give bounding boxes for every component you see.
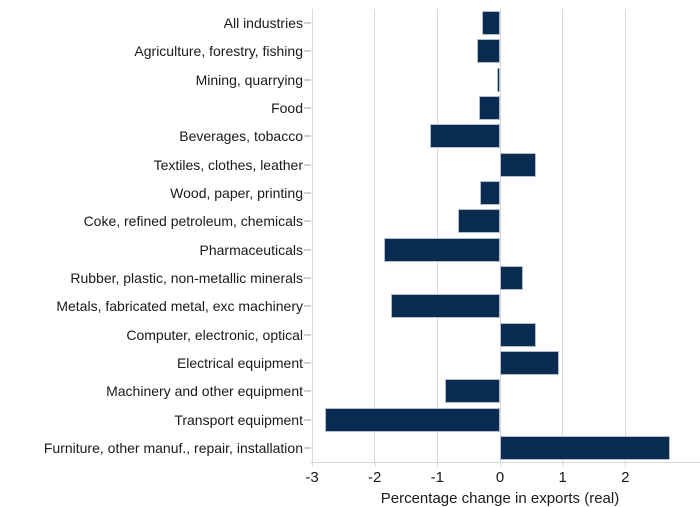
x-tick-label: 2: [621, 469, 630, 486]
category-label: Coke, refined petroleum, chemicals: [83, 213, 303, 230]
category-tick-mark: [304, 248, 311, 251]
gridline: [374, 9, 376, 462]
x-axis-line: [310, 462, 700, 463]
gridline: [499, 9, 501, 462]
bar: [384, 237, 500, 262]
bar: [445, 379, 500, 404]
category-label: Rubber, plastic, non-metallic minerals: [70, 269, 303, 286]
x-tick-mark: [312, 462, 313, 467]
x-tick-mark: [437, 462, 439, 467]
bar: [458, 209, 500, 234]
bar: [482, 11, 500, 36]
bar: [500, 322, 536, 347]
category-tick-mark: [304, 333, 311, 336]
category-tick-mark: [304, 220, 311, 223]
category-label: Beverages, tobacco: [179, 128, 303, 145]
x-tick-mark: [500, 462, 501, 467]
category-label: Food: [271, 100, 303, 117]
bar: [390, 294, 500, 319]
bar: [429, 124, 500, 149]
category-tick-mark: [304, 22, 311, 25]
x-tick-label: -1: [430, 469, 444, 486]
category-tick-mark: [304, 305, 311, 308]
category-label: Textiles, clothes, leather: [153, 156, 303, 173]
category-label: Wood, paper, printing: [170, 185, 303, 202]
x-tick-mark: [625, 462, 627, 467]
category-tick-mark: [304, 192, 311, 195]
category-label: Furniture, other manuf., repair, install…: [43, 439, 303, 456]
category-label: Computer, electronic, optical: [126, 326, 303, 343]
x-axis-title: Percentage change in exports (real): [380, 490, 620, 507]
x-tick-label: 1: [558, 469, 567, 486]
category-tick-mark: [304, 135, 311, 138]
x-tick-mark: [562, 462, 564, 467]
category-tick-mark: [304, 163, 311, 166]
bar: [479, 181, 500, 206]
gridline: [436, 9, 438, 462]
bar: [478, 96, 500, 121]
plot-area: [310, 9, 700, 463]
x-tick-label: -2: [367, 469, 382, 486]
category-label: Mining, quarrying: [195, 71, 303, 88]
x-tick-label: -3: [305, 469, 319, 486]
category-tick-mark: [304, 446, 311, 449]
category-label: Metals, fabricated metal, exc machinery: [56, 298, 303, 315]
category-label: Transport equipment: [174, 411, 303, 428]
bar: [500, 435, 671, 460]
bar: [500, 152, 536, 177]
category-tick-mark: [304, 390, 311, 393]
category-tick-mark: [304, 361, 311, 364]
category-tick-mark: [304, 276, 311, 279]
category-tick-mark: [304, 107, 311, 110]
bar: [324, 407, 500, 432]
bar: [496, 67, 500, 92]
bar: [500, 265, 523, 290]
category-tick-mark: [304, 50, 311, 53]
gridline: [311, 9, 313, 462]
gridline: [562, 9, 564, 462]
category-label: Pharmaceuticals: [199, 241, 304, 258]
gridline: [624, 9, 626, 462]
bar: [477, 39, 500, 64]
category-tick-mark: [304, 78, 311, 81]
x-tick-mark: [374, 462, 376, 467]
category-label: All industries: [223, 15, 303, 32]
category-label: Machinery and other equipment: [106, 383, 303, 400]
category-tick-mark: [304, 418, 311, 421]
bar: [500, 350, 559, 375]
x-tick-label: 0: [495, 469, 505, 486]
category-label: Electrical equipment: [176, 354, 303, 371]
category-label: Agriculture, forestry, fishing: [134, 43, 303, 60]
